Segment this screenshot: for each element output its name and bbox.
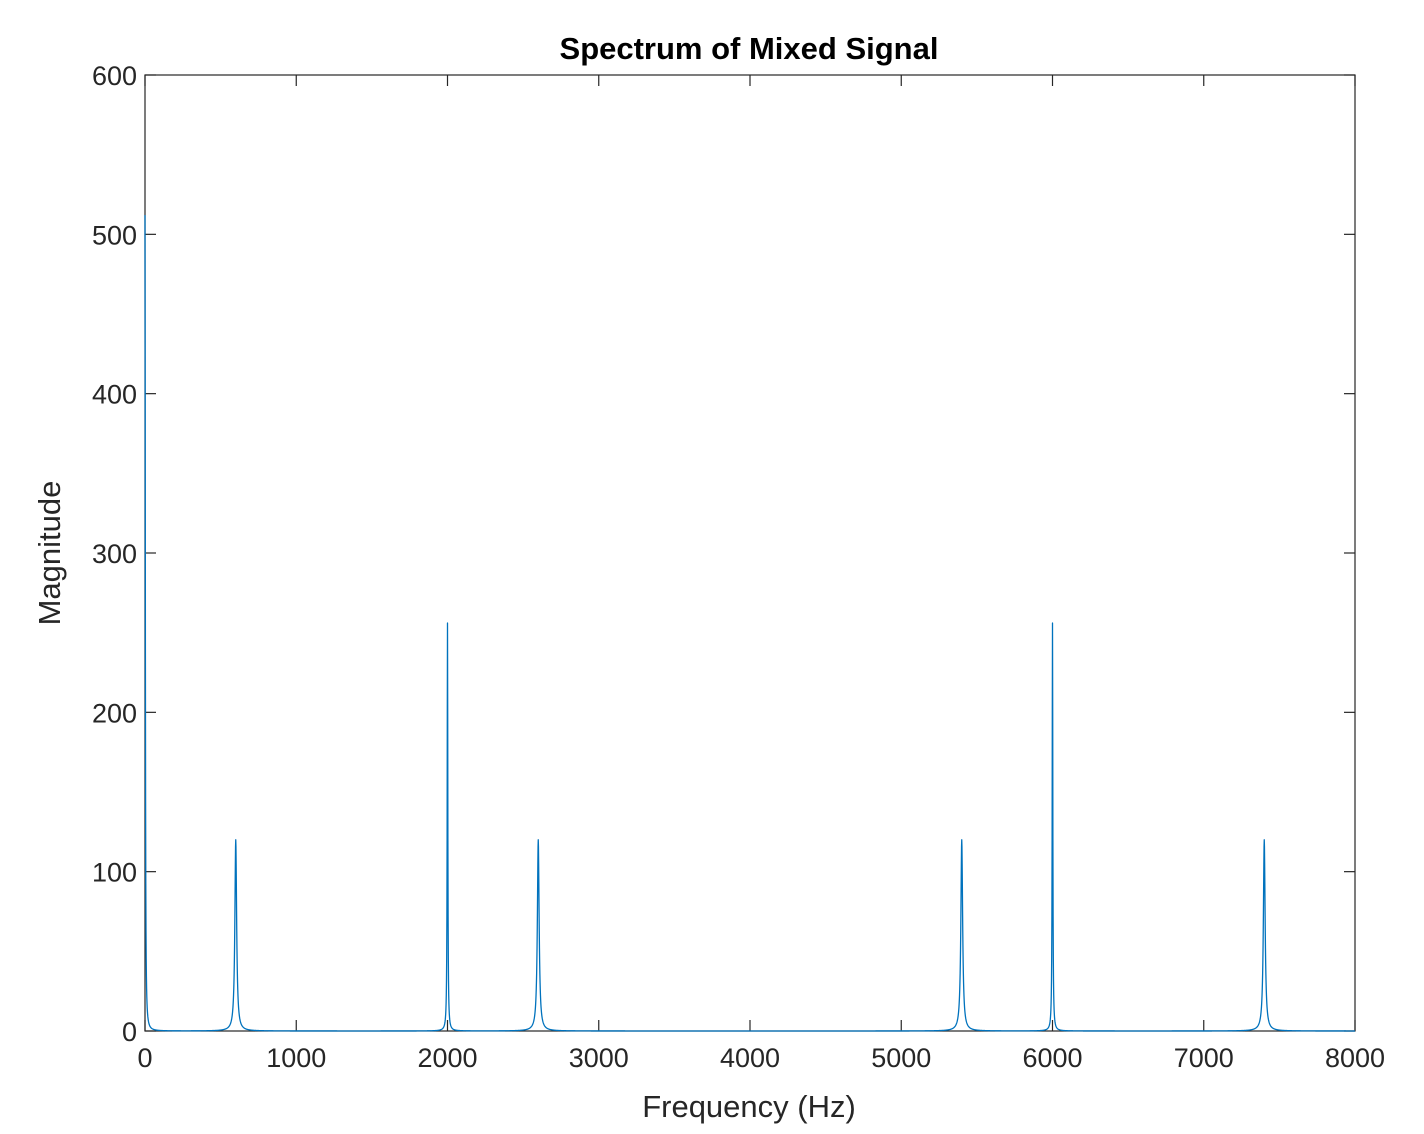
y-tick-label: 300 [92,539,137,569]
plot-area [144,74,1356,1032]
y-tick-labels: 0 100 200 300 400 500 600 [92,61,137,1047]
y-tick-label: 400 [92,380,137,410]
y-tick-label: 0 [122,1017,137,1047]
x-tick-label: 1000 [266,1043,326,1073]
x-axis-label: Frequency (Hz) [642,1089,856,1124]
x-tick-label: 3000 [569,1043,629,1073]
y-tick-label: 200 [92,698,137,728]
x-tick-label: 4000 [720,1043,780,1073]
x-tick-label: 6000 [1022,1043,1082,1073]
chart-title: Spectrum of Mixed Signal [560,31,939,66]
x-tick-labels: 0 1000 2000 3000 4000 5000 6000 7000 8000 [137,1043,1385,1073]
x-tick-label: 2000 [417,1043,477,1073]
axes-box [144,74,1356,1032]
x-tick-label: 7000 [1174,1043,1234,1073]
y-tick-label: 100 [92,858,137,888]
spectrum-line [144,214,1356,1032]
y-axis-label: Magnitude [32,481,67,626]
x-tick-label: 0 [137,1043,152,1073]
x-tick-label: 5000 [871,1043,931,1073]
y-tick-label: 600 [92,61,137,91]
x-tick-label: 8000 [1325,1043,1385,1073]
y-tick-label: 500 [92,220,137,250]
